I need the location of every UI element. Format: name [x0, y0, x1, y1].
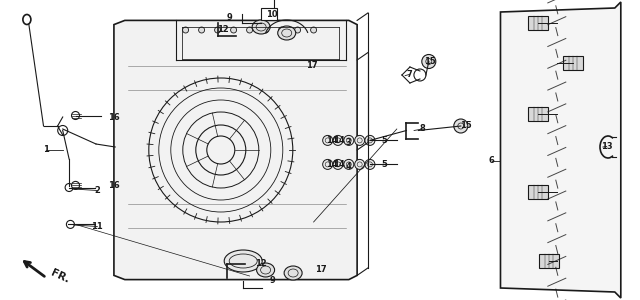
- Text: 3: 3: [346, 138, 351, 147]
- Text: 15: 15: [460, 122, 472, 130]
- Text: 16: 16: [108, 181, 120, 190]
- Polygon shape: [500, 2, 621, 298]
- Circle shape: [344, 135, 354, 146]
- Text: 4: 4: [346, 162, 352, 171]
- Circle shape: [230, 27, 237, 33]
- Circle shape: [246, 27, 253, 33]
- Circle shape: [262, 27, 269, 33]
- Circle shape: [278, 27, 285, 33]
- Text: 8: 8: [420, 124, 425, 134]
- Text: 14: 14: [326, 160, 337, 169]
- Circle shape: [323, 135, 333, 146]
- Text: 2: 2: [94, 186, 100, 195]
- FancyBboxPatch shape: [527, 185, 548, 199]
- Text: 17: 17: [307, 61, 318, 70]
- Circle shape: [422, 55, 436, 68]
- Text: 6: 6: [488, 156, 495, 165]
- Circle shape: [67, 220, 74, 228]
- Circle shape: [72, 182, 79, 189]
- Polygon shape: [114, 20, 357, 280]
- Text: 9: 9: [269, 276, 275, 285]
- Circle shape: [198, 27, 205, 33]
- FancyBboxPatch shape: [527, 16, 548, 29]
- Text: 9: 9: [227, 14, 232, 22]
- Text: 12: 12: [255, 260, 267, 268]
- Ellipse shape: [284, 266, 302, 280]
- Circle shape: [454, 119, 468, 133]
- Text: 13: 13: [601, 142, 612, 151]
- FancyBboxPatch shape: [261, 8, 277, 20]
- FancyBboxPatch shape: [563, 56, 583, 70]
- Circle shape: [65, 184, 73, 191]
- Text: 15: 15: [424, 57, 436, 66]
- Text: 16: 16: [108, 112, 120, 122]
- Ellipse shape: [224, 250, 262, 272]
- Text: 11: 11: [92, 222, 103, 231]
- Circle shape: [333, 135, 343, 146]
- Text: 14: 14: [326, 136, 337, 145]
- Ellipse shape: [252, 20, 270, 34]
- Text: 5: 5: [381, 136, 387, 145]
- FancyBboxPatch shape: [539, 254, 559, 268]
- Circle shape: [294, 27, 301, 33]
- Text: 5: 5: [381, 160, 387, 169]
- Circle shape: [182, 27, 189, 33]
- Ellipse shape: [278, 26, 296, 40]
- Text: 1: 1: [43, 146, 49, 154]
- Ellipse shape: [23, 14, 31, 25]
- Circle shape: [310, 27, 317, 33]
- Circle shape: [214, 27, 221, 33]
- Text: 12: 12: [217, 25, 228, 34]
- Circle shape: [333, 159, 343, 170]
- Circle shape: [72, 112, 79, 119]
- Text: 14: 14: [333, 160, 345, 169]
- Circle shape: [414, 69, 426, 81]
- Text: 10: 10: [266, 10, 278, 19]
- Circle shape: [355, 159, 365, 170]
- Circle shape: [355, 135, 365, 146]
- Text: 14: 14: [333, 136, 345, 145]
- FancyBboxPatch shape: [527, 107, 548, 121]
- Ellipse shape: [257, 263, 275, 277]
- Text: 7: 7: [407, 70, 412, 79]
- Circle shape: [365, 159, 375, 170]
- Circle shape: [58, 125, 68, 136]
- Text: FR.: FR.: [50, 267, 72, 285]
- Circle shape: [365, 135, 375, 146]
- Circle shape: [323, 159, 333, 170]
- Text: 17: 17: [316, 265, 327, 274]
- Circle shape: [344, 159, 354, 170]
